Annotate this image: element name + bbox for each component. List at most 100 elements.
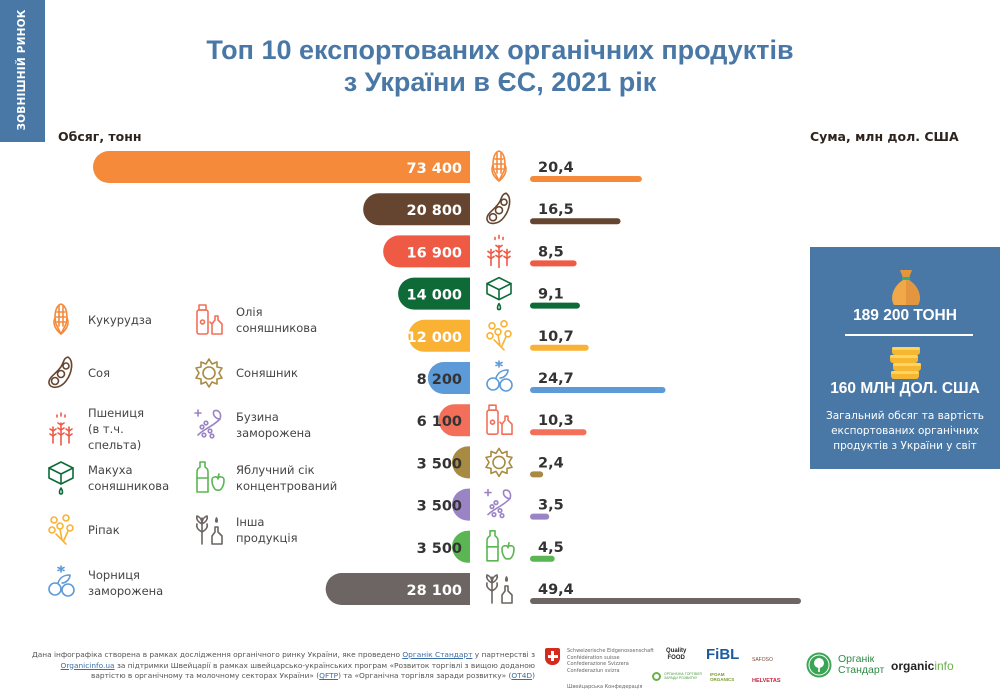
organic-standard-link[interactable]: Органік Стандарт [402,650,473,659]
volume-bar [325,573,470,605]
value-bar [530,471,544,478]
volume-bar [452,488,470,521]
wheat-icon [49,412,73,446]
legend-item: Бузина заморожена [192,405,311,445]
total-volume: 189 200 ТОНН [853,307,957,324]
blueberry-icon [486,360,513,392]
value-bar [530,302,580,309]
title-line-1: Топ 10 експортованих органічних продукті… [206,35,794,65]
legend-item: Соняшник [192,353,298,393]
ot4d-link[interactable]: OT4D [511,671,533,680]
value-bar [530,513,550,520]
chart-row: 28 100 49,4 [325,573,801,605]
apple-juice-icon [196,460,225,493]
volume-label: 16 900 [407,245,463,261]
swiss-logo-ua: Швейцарська Конфедерація [567,684,643,690]
ot4d-logo: ОРГАНІЧНА ТОРГІВЛЯ ЗАРАДИ РОЗВИТКУ [652,672,704,681]
legend-label: Макуха соняшникова [88,462,170,493]
quality-food-logo: Quality FOOD [666,648,687,661]
ot4d-logo-text: ОРГАНІЧНА ТОРГІВЛЯ ЗАРАДИ РОЗВИТКУ [664,672,702,680]
chart-row: 3 500 4,5 [417,529,564,563]
value-bar [530,176,642,182]
organicinfo-logo-b: info [934,659,954,673]
value-label: 3,5 [538,498,564,514]
value-bar [530,598,801,604]
legend-label: Соняшник [236,365,298,380]
value-label: 8,5 [538,244,564,260]
volume-bar [408,319,470,352]
footer-text-1: Дана інфографіка створена в рамках дослі… [31,650,403,659]
chart-row: 73 400 20,4 [93,150,642,183]
value-label: 10,3 [538,413,574,429]
volume-bar [93,151,470,183]
legend-label: Пшениця (в т.ч. спельта) [88,406,144,452]
chart-row: 20 800 16,5 [363,192,621,226]
chart-row: 8 200 24,7 [417,360,666,394]
coins-icon [890,347,921,379]
rapeseed-icon [48,514,74,545]
volume-bar [452,530,470,563]
ifoam-logo: IFOAM ORGANICS [710,672,735,682]
value-bar [530,260,577,267]
safoso-logo: SAFOSO [752,657,773,663]
blueberry-icon [48,564,75,597]
footer-text-2: у партнерстві з [472,650,535,659]
page-title: Топ 10 експортованих органічних продукті… [0,34,1000,98]
chart-row: 3 500 2,4 [417,446,564,479]
organic-standard-logo-text: Органік Стандарт [838,653,885,676]
organicinfo-logo-a: organic [891,659,935,673]
summary-description: Загальний обсяг та вартість експортовани… [826,410,984,452]
corn-icon [491,150,507,182]
legend-item: Пшениця (в т.ч. спельта) [44,405,144,453]
volume-label: 3 500 [417,499,462,515]
value-label: 9,1 [538,287,564,303]
legend-item: Кукурудза [44,300,152,340]
footer-text-3: за підтримки Швейцарії в рамках швейцарс… [91,660,535,681]
summary-panel: 189 200 ТОНН 160 МЛН ДОЛ. США Загальний … [810,247,1000,469]
legend-label: Соя [88,365,110,380]
value-label: 4,5 [538,540,564,556]
value-label: 24,7 [538,371,574,387]
value-label: 49,4 [538,582,574,598]
bar-chart: 73 400 20,4 20 800 16,5 16 900 8,5 14 000 9,1 12… [93,150,801,605]
legend-item: Інша продукція [192,510,298,550]
volume-label: 28 100 [407,583,463,599]
value-axis-label: Сума, млн дол. США [810,129,959,144]
chart-row: 14 000 9,1 [398,276,580,311]
title-line-2: з України в ЄС, 2021 рік [343,67,657,97]
volume-bar [427,362,470,394]
value-bar [530,555,555,562]
value-bar [530,218,621,225]
volume-label: 12 000 [407,330,463,346]
sunflower-icon [485,447,513,478]
volume-label: 73 400 [407,161,463,177]
swiss-logo-text: Schweizerische Eidgenossenschaft Confédé… [567,648,654,674]
oilcake-icon [486,276,512,311]
tree-emblem-icon [806,652,832,678]
sunflower-oil-icon [486,404,513,436]
legend-label: Інша продукція [236,515,298,545]
other-products-icon [195,515,223,545]
volume-label: 3 500 [417,456,462,472]
volume-bar [398,277,470,310]
money-bag-icon [892,270,920,305]
legend-item: Чорниця заморожена [44,563,163,603]
swiss-flag-icon [545,648,560,665]
divider [845,334,973,336]
value-bar [530,344,589,351]
volume-bar [383,235,470,268]
qftp-link[interactable]: QFTP [319,671,339,680]
organic-standard-logo: Органік Стандарт [806,652,884,682]
other-products-icon [485,574,513,604]
volume-bar [363,193,470,226]
volume-label: 14 000 [407,288,463,304]
value-bar [530,429,587,436]
volume-label: 20 800 [407,203,463,219]
legend-label: Ріпак [88,523,120,537]
organicinfo-link[interactable]: Organicinfo.ua [60,660,115,670]
sunflower-oil-icon [196,304,223,335]
volume-label: 3 500 [417,541,462,557]
volume-bar [452,446,470,479]
footer-note: Дана інфографіка створена в рамках дослі… [30,650,535,682]
soybean-icon [486,192,511,225]
